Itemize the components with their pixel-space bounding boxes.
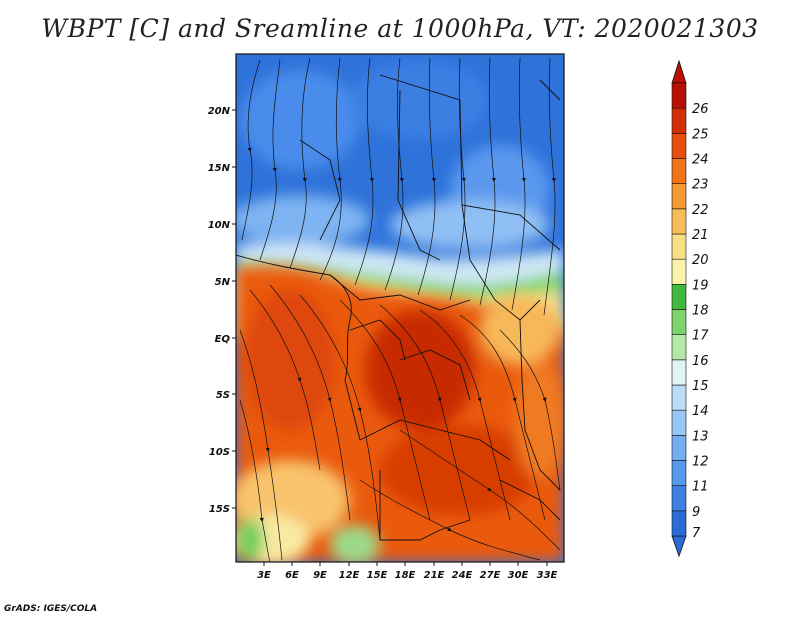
lon-label: 30E bbox=[508, 570, 529, 581]
lat-label: 20N bbox=[208, 106, 231, 117]
colorbar-label: 24 bbox=[692, 153, 709, 168]
map-area bbox=[236, 54, 564, 562]
lat-label: 5N bbox=[215, 277, 231, 288]
grads-credit: GrADS: IGES/COLA bbox=[4, 604, 98, 614]
colorbar-swatch bbox=[671, 107, 687, 134]
colorbar-label: 15 bbox=[692, 379, 709, 394]
colorbar-label: 25 bbox=[692, 127, 709, 142]
colorbar-label: 12 bbox=[692, 455, 709, 470]
lon-label: 27E bbox=[480, 570, 501, 581]
colorbar-swatch bbox=[671, 309, 687, 335]
colorbar-swatch bbox=[671, 435, 687, 461]
lon-label: 33E bbox=[537, 570, 558, 581]
lon-label: 21E bbox=[424, 570, 445, 581]
lat-label: 10S bbox=[209, 447, 230, 458]
map-title: WBPT [C] and Sreamline at 1000hPa, VT: 2… bbox=[41, 14, 759, 43]
colorbar-swatch bbox=[671, 208, 687, 235]
colorbar-label: 26 bbox=[692, 102, 709, 117]
map-frame bbox=[235, 53, 565, 563]
colorbar-swatch bbox=[671, 284, 687, 310]
colorbar-swatch bbox=[671, 384, 687, 411]
colorbar-min-arrow bbox=[671, 535, 687, 558]
colorbar-swatch bbox=[671, 334, 687, 361]
colorbar-label: 19 bbox=[692, 278, 709, 293]
colorbar-label: 23 bbox=[692, 178, 709, 193]
colorbar-swatch bbox=[671, 82, 687, 109]
colorbar-label: 17 bbox=[692, 329, 709, 344]
lon-label: 18E bbox=[395, 570, 416, 581]
colorbar-swatch bbox=[671, 158, 687, 184]
colorbar-label: 11 bbox=[692, 480, 709, 495]
latitude-axis: 20N 15N 10N 5N EQ 5S 10S 15S bbox=[208, 106, 236, 515]
colorbar-label: 22 bbox=[692, 203, 709, 218]
colorbar-label: 9 bbox=[692, 505, 700, 520]
colorbar-max-arrow bbox=[671, 59, 687, 84]
colorbar-swatch bbox=[671, 233, 687, 260]
colorbar-label: 20 bbox=[692, 253, 709, 268]
lat-label: 10N bbox=[208, 220, 231, 231]
colorbar-label: 7 bbox=[692, 526, 701, 541]
colorbar-swatch bbox=[671, 460, 687, 486]
colorbar-label: 21 bbox=[692, 228, 709, 243]
colorbar-label: 13 bbox=[692, 429, 709, 444]
colorbar-swatch bbox=[671, 183, 687, 210]
longitude-axis: 3E 6E 9E 12E 15E 18E 21E 24E 27E 30E 33E bbox=[257, 562, 558, 581]
lat-label: 5S bbox=[216, 390, 230, 401]
lat-label: EQ bbox=[215, 334, 231, 345]
colorbar: 7 9 11 12 13 14 15 16 17 18 19 20 21 22 23 24 25 26 bbox=[671, 59, 709, 558]
temperature-shading bbox=[236, 54, 564, 562]
lon-label: 15E bbox=[367, 570, 388, 581]
colorbar-swatch bbox=[671, 510, 687, 537]
lon-label: 6E bbox=[285, 570, 299, 581]
colorbar-swatch bbox=[671, 485, 687, 512]
colorbar-label: 14 bbox=[692, 404, 709, 419]
lon-label: 9E bbox=[313, 570, 327, 581]
lon-label: 3E bbox=[257, 570, 271, 581]
colorbar-label: 18 bbox=[692, 304, 709, 319]
colorbar-swatch bbox=[671, 359, 687, 386]
colorbar-swatch bbox=[671, 258, 687, 285]
colorbar-swatch bbox=[671, 133, 687, 159]
lat-label: 15S bbox=[209, 504, 230, 515]
colorbar-label: 16 bbox=[692, 354, 709, 369]
colorbar-swatch bbox=[671, 409, 687, 436]
lat-label: 15N bbox=[208, 163, 231, 174]
lon-label: 12E bbox=[339, 570, 360, 581]
country-borders bbox=[236, 74, 561, 541]
lon-label: 24E bbox=[452, 570, 473, 581]
streamlines bbox=[239, 57, 561, 562]
